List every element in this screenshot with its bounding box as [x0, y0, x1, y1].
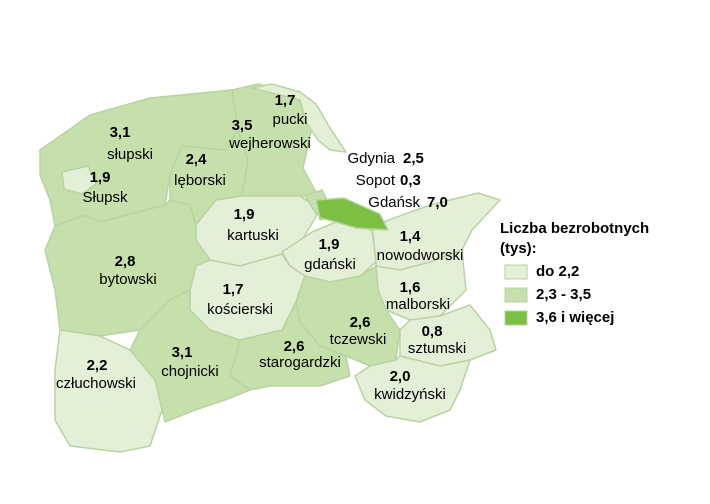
region-value: 2,8: [115, 253, 136, 270]
region-value: 2,6: [284, 338, 305, 355]
region: [229, 301, 351, 391]
region-value: 1,4: [400, 228, 422, 245]
region-labels: 3,1 słupski 1,9 Słupsk 2,4 lęborski 3,5wejhero…: [56, 92, 466, 403]
region-value: 0,8: [422, 323, 443, 340]
region-value: 1,7: [275, 92, 296, 109]
region-name: kościerski: [207, 301, 273, 318]
region-name: malborski: [386, 296, 450, 313]
region-name: Gdynia: [347, 150, 395, 167]
region-value: 1,7: [223, 281, 244, 298]
region: [315, 197, 389, 231]
legend-swatch: [504, 287, 528, 303]
legend-unit: (tys):: [500, 240, 537, 257]
region-name: nowodworski: [377, 247, 464, 264]
region-name: Słupsk: [82, 189, 128, 206]
legend-label: do 2,2: [536, 263, 579, 280]
region-value: 3,1: [110, 124, 131, 141]
region-value: 7,0: [427, 194, 448, 211]
legend-label: 2,3 - 3,5: [536, 286, 591, 303]
legend: Liczba bezrobotnych (tys): do 2,2 2,3 - 3…: [500, 220, 649, 326]
region-name: pucki: [272, 111, 307, 128]
region-name: chojnicki: [161, 363, 219, 380]
region-value: 2,0: [390, 368, 411, 385]
region: [61, 165, 97, 195]
region-name: słupski: [107, 146, 153, 163]
region-name: sztumski: [408, 340, 466, 357]
region-name: bytowski: [99, 271, 157, 288]
region-name: lęborski: [174, 172, 226, 189]
region-value: 3,1: [172, 344, 193, 361]
region-value: 0,3: [400, 172, 421, 189]
legend-swatch: [504, 264, 528, 280]
region-name: człuchowski: [56, 375, 136, 392]
region-name: starogardzki: [259, 354, 341, 371]
region-name: kwidzyński: [374, 386, 446, 403]
region-name: kartuski: [227, 227, 279, 244]
legend-title: Liczba bezrobotnych: [500, 220, 649, 237]
region-name: gdański: [304, 256, 356, 273]
legend-label: 3,6 i więcej: [536, 309, 614, 326]
region-value: 1,9: [90, 169, 111, 186]
region-name: Gdańsk: [368, 194, 420, 211]
region-name: wejherowski: [228, 135, 311, 152]
region-value: 1,9: [234, 206, 255, 223]
region: [54, 329, 163, 453]
region: [354, 355, 471, 423]
region-value: 1,9: [319, 236, 340, 253]
region: [399, 304, 497, 367]
region-value: 3,5: [232, 117, 253, 134]
legend-swatch: [504, 310, 528, 326]
region-value: 2,6: [350, 314, 371, 331]
region-name: Sopot: [356, 172, 396, 189]
region-name: tczewski: [330, 331, 387, 348]
region-value: 2,4: [186, 151, 208, 168]
regions: [39, 83, 501, 453]
region: [251, 83, 347, 153]
region-value: 2,2: [87, 357, 108, 374]
region-value: 1,6: [400, 279, 421, 296]
region-value: 2,5: [403, 150, 424, 167]
